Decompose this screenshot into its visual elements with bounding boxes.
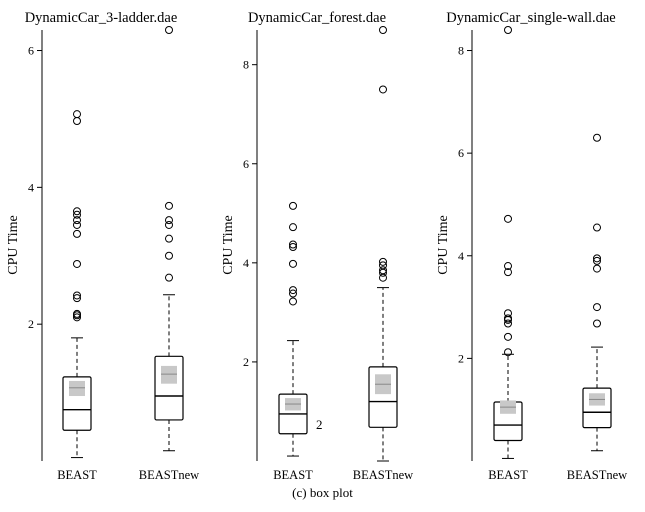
x-tick-label: BEAST	[488, 468, 528, 482]
box-beastnew	[368, 26, 398, 462]
outlier-point	[504, 348, 512, 357]
box-beast	[62, 110, 92, 459]
outlier-point	[73, 309, 81, 318]
x-tick-label: BEASTnew	[139, 468, 199, 482]
outlier-point	[379, 266, 387, 275]
x-tick-label: BEASTnew	[353, 468, 413, 482]
outlier-point	[504, 309, 512, 318]
chart-title: DynamicCar_single-wall.dae	[446, 10, 616, 26]
outlier-point	[73, 291, 81, 300]
outlier-point	[504, 332, 512, 341]
chart-panel-2: DynamicCar_forest.dae CPU Time 2 4 6 8 BEAST BE…	[221, 10, 413, 482]
y-axis-label: CPU Time	[221, 215, 236, 275]
y-tick-label: 8	[243, 58, 249, 72]
outlier-point	[165, 234, 173, 243]
outlier-point	[379, 257, 387, 266]
chart-title: DynamicCar_forest.dae	[248, 10, 386, 26]
x-tick-label: BEAST	[57, 468, 97, 482]
outlier-point	[593, 133, 601, 142]
outlier-point	[73, 294, 81, 303]
x-tick-label: BEASTnew	[567, 468, 627, 482]
outlier-point	[73, 259, 81, 268]
iqr-box	[154, 355, 184, 421]
y-tick-label: 2	[243, 355, 249, 369]
outlier-point	[504, 214, 512, 223]
outlier-point	[504, 26, 512, 34]
outlier-point	[165, 26, 173, 34]
outlier-point	[593, 256, 601, 265]
outlier-point	[73, 207, 81, 216]
y-tick-label: 4	[243, 256, 249, 270]
y-tick-label: 2	[458, 351, 464, 365]
outlier-point	[504, 319, 512, 328]
mean-ci-band	[69, 380, 85, 397]
outlier-point	[504, 314, 512, 323]
y-tick-label: 4	[458, 249, 464, 263]
outlier-point	[504, 268, 512, 277]
outlier-point	[289, 286, 297, 295]
box-beastnew	[582, 133, 612, 452]
outlier-point	[289, 297, 297, 306]
y-tick-label: 8	[458, 44, 464, 58]
outlier-point	[165, 216, 173, 225]
outlier-point	[379, 85, 387, 94]
y-tick-label: 6	[243, 157, 249, 171]
mean-ci-band	[161, 365, 177, 384]
chart-title: DynamicCar_3-ladder.dae	[25, 10, 178, 26]
outlier-point	[165, 273, 173, 282]
outlier-point	[73, 116, 81, 125]
outlier-point	[73, 313, 81, 322]
outlier-point	[593, 319, 601, 328]
outlier-point	[289, 201, 297, 210]
outlier-point	[593, 303, 601, 312]
outlier-point	[289, 223, 297, 232]
outlier-point	[289, 289, 297, 298]
outlier-point	[379, 261, 387, 270]
outlier-point	[289, 242, 297, 251]
outlier-point	[504, 262, 512, 271]
outlier-point	[73, 210, 81, 219]
outlier-point	[593, 264, 601, 273]
annotation-label: 2	[316, 417, 323, 432]
box-beast	[493, 26, 523, 459]
box-beastnew	[154, 26, 184, 452]
x-tick-label: BEAST	[273, 468, 313, 482]
y-tick-label: 2	[28, 317, 34, 331]
outlier-point	[165, 251, 173, 260]
y-tick-label: 4	[28, 180, 34, 194]
outlier-point	[73, 220, 81, 229]
outlier-point	[73, 216, 81, 225]
chart-panel-3: DynamicCar_single-wall.dae CPU Time 2 4 6 8 BE…	[436, 10, 627, 482]
chart-panel-1: DynamicCar_3-ladder.dae CPU Time 2 4 6 BEAST B…	[6, 10, 199, 482]
y-tick-label: 6	[458, 146, 464, 160]
box-beast	[278, 201, 308, 457]
outlier-point	[73, 110, 81, 119]
outlier-point	[289, 259, 297, 268]
outlier-point	[165, 201, 173, 210]
y-axis-label: CPU Time	[6, 215, 21, 275]
figure-caption: (c) box plot	[292, 485, 353, 500]
outlier-point	[379, 26, 387, 34]
outlier-point	[165, 220, 173, 229]
outlier-point	[73, 229, 81, 238]
y-axis-label: CPU Time	[436, 215, 451, 275]
outlier-point	[289, 240, 297, 249]
outlier-point	[593, 223, 601, 232]
y-tick-label: 6	[28, 44, 34, 58]
outlier-point	[593, 254, 601, 263]
